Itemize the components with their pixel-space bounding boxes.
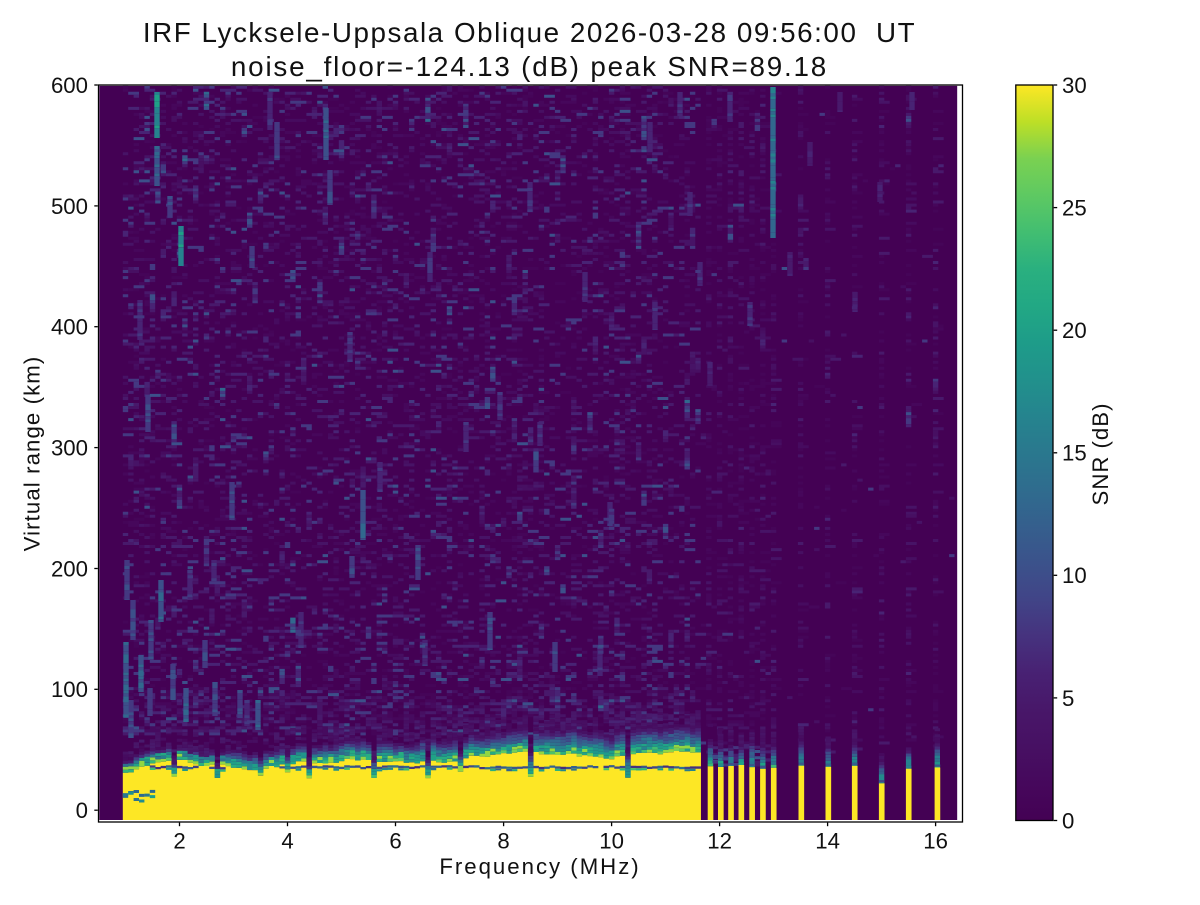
svg-text:SNR (dB): SNR (dB): [1088, 403, 1113, 506]
svg-text:600: 600: [51, 73, 88, 98]
svg-text:16: 16: [923, 829, 948, 854]
svg-text:400: 400: [51, 315, 88, 340]
svg-text:10: 10: [599, 829, 624, 854]
svg-text:200: 200: [51, 556, 88, 581]
svg-text:0: 0: [1062, 808, 1074, 833]
svg-text:2: 2: [173, 829, 185, 854]
svg-text:4: 4: [281, 829, 293, 854]
svg-text:IRF Lycksele-Uppsala Oblique 2: IRF Lycksele-Uppsala Oblique 2026-03-28 …: [143, 17, 916, 48]
svg-text:10: 10: [1062, 563, 1087, 588]
svg-text:30: 30: [1062, 73, 1087, 98]
svg-text:25: 25: [1062, 196, 1087, 221]
svg-text:300: 300: [51, 436, 88, 461]
svg-text:Frequency (MHz): Frequency (MHz): [439, 854, 640, 879]
svg-text:Virtual range (km): Virtual range (km): [20, 356, 45, 552]
svg-text:500: 500: [51, 194, 88, 219]
svg-text:6: 6: [389, 829, 401, 854]
svg-text:20: 20: [1062, 318, 1087, 343]
svg-text:5: 5: [1062, 686, 1074, 711]
svg-text:noise_floor=-124.13 (dB) peak: noise_floor=-124.13 (dB) peak SNR=89.18: [231, 51, 828, 82]
svg-text:14: 14: [815, 829, 840, 854]
svg-text:0: 0: [76, 798, 88, 823]
svg-text:15: 15: [1062, 441, 1087, 466]
svg-text:8: 8: [497, 829, 509, 854]
svg-text:12: 12: [707, 829, 732, 854]
svg-text:100: 100: [51, 677, 88, 702]
